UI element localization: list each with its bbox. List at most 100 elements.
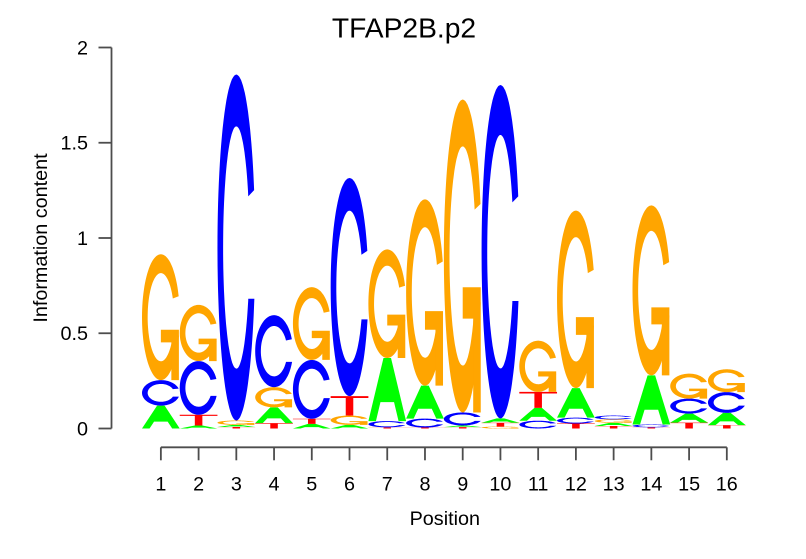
letter-glyph bbox=[443, 427, 482, 429]
x-axis: 1 2 3 4 5 6 7 8 9 10 11 12 13 14 15 16 bbox=[155, 446, 738, 496]
letter-glyph bbox=[292, 359, 330, 419]
logo-letter-G bbox=[707, 369, 745, 393]
logo-letter-G bbox=[632, 205, 670, 376]
x-axis-tick-label: 11 bbox=[528, 474, 549, 496]
letter-glyph bbox=[481, 426, 519, 429]
logo-letter-T bbox=[707, 425, 746, 429]
logo-letter-T bbox=[481, 422, 520, 427]
x-axis-tick-label: 13 bbox=[603, 474, 625, 496]
letter-glyph bbox=[198, 338, 217, 362]
letter-glyph bbox=[646, 387, 657, 405]
logo-letter-C bbox=[179, 361, 217, 415]
logo-letter-C bbox=[632, 424, 670, 428]
logo-letter-A bbox=[142, 405, 180, 429]
y-axis-tick-label: 0 bbox=[77, 418, 88, 440]
letter-glyph bbox=[179, 361, 217, 415]
logo-letter-G bbox=[179, 304, 217, 362]
logo-letter-T bbox=[557, 423, 595, 429]
x-axis-tick-label: 14 bbox=[640, 474, 662, 496]
logo-letter-T bbox=[217, 426, 256, 429]
y-axis: 0 0.5 1 1.5 2 bbox=[61, 37, 113, 440]
x-axis-tick-label: 12 bbox=[565, 474, 587, 496]
letter-glyph bbox=[707, 369, 745, 393]
logo-letter-T bbox=[632, 427, 671, 429]
letter-glyph bbox=[330, 396, 369, 416]
letter-glyph bbox=[519, 340, 557, 392]
logo-stack-position-12 bbox=[557, 210, 595, 429]
logo-letter-T bbox=[179, 414, 218, 426]
letter-glyph bbox=[160, 329, 179, 381]
logo-letter-G bbox=[481, 426, 519, 429]
chart-title: TFAP2B.p2 bbox=[332, 11, 476, 43]
logo-letter-G bbox=[217, 420, 255, 425]
logo-letter-G bbox=[406, 199, 444, 386]
letter-glyph bbox=[406, 199, 444, 386]
logo-letter-A bbox=[330, 424, 369, 429]
letter-glyph bbox=[726, 382, 745, 393]
logo-letter-G bbox=[368, 249, 406, 359]
x-axis-tick-label: 16 bbox=[716, 474, 738, 496]
logo-letter-T bbox=[594, 426, 633, 429]
letter-glyph bbox=[142, 254, 179, 381]
letter-glyph bbox=[306, 425, 318, 427]
letter-glyph bbox=[594, 419, 632, 423]
logo-letter-A bbox=[481, 418, 520, 423]
logo-letter-C bbox=[142, 380, 179, 406]
letter-glyph bbox=[495, 419, 506, 422]
letter-glyph bbox=[575, 317, 594, 389]
letter-glyph bbox=[519, 391, 558, 408]
letter-glyph bbox=[424, 311, 444, 386]
letter-glyph bbox=[344, 425, 355, 428]
letter-glyph bbox=[670, 422, 708, 429]
logo-letter-A bbox=[217, 424, 256, 427]
x-axis-tick-label: 5 bbox=[306, 474, 317, 496]
letter-glyph bbox=[538, 371, 557, 392]
logo-letter-C bbox=[481, 85, 519, 419]
letter-glyph bbox=[532, 411, 544, 416]
letter-glyph bbox=[349, 421, 368, 425]
x-axis-tick-label: 7 bbox=[382, 474, 393, 496]
x-axis-title: Position bbox=[410, 508, 480, 530]
letter-glyph bbox=[179, 414, 218, 426]
letter-glyph bbox=[608, 423, 619, 425]
x-axis-tick-label: 6 bbox=[344, 474, 355, 496]
logo-letter-A bbox=[179, 425, 218, 429]
x-axis-tick-label: 9 bbox=[457, 474, 468, 496]
logo-letter-T bbox=[406, 427, 444, 429]
logo-letter-A bbox=[707, 412, 746, 426]
letter-glyph bbox=[231, 425, 242, 427]
letter-glyph bbox=[255, 423, 293, 429]
letter-glyph bbox=[613, 421, 632, 423]
letter-glyph bbox=[707, 425, 746, 429]
letter-glyph bbox=[594, 426, 633, 429]
logo-letter-A bbox=[519, 407, 558, 421]
letter-glyph bbox=[330, 177, 368, 397]
y-axis-tick-label: 1.5 bbox=[61, 133, 89, 155]
logo-letter-C bbox=[594, 415, 632, 420]
x-axis-tick-label: 8 bbox=[419, 474, 430, 496]
letter-glyph bbox=[481, 422, 520, 427]
logo-stack-position-9 bbox=[443, 99, 482, 429]
letter-glyph bbox=[457, 425, 468, 427]
logo-letter-G bbox=[142, 254, 179, 381]
letter-glyph bbox=[387, 314, 406, 359]
letter-glyph bbox=[274, 399, 293, 408]
letter-glyph bbox=[419, 393, 431, 406]
logo-letter-A bbox=[557, 388, 595, 418]
letter-glyph bbox=[689, 388, 708, 399]
letter-glyph bbox=[651, 307, 670, 376]
letter-glyph bbox=[330, 415, 368, 425]
letter-glyph bbox=[462, 287, 481, 413]
letter-glyph bbox=[632, 205, 670, 376]
letter-glyph bbox=[557, 423, 595, 429]
letter-glyph bbox=[632, 424, 670, 428]
logo-letter-T bbox=[670, 422, 708, 429]
logo-stack-position-6 bbox=[330, 177, 369, 429]
letter-glyph bbox=[594, 415, 632, 420]
letter-glyph bbox=[500, 427, 519, 429]
logo-letter-G bbox=[330, 415, 368, 425]
letter-glyph bbox=[670, 373, 708, 399]
logo-letter-T bbox=[255, 423, 293, 429]
letter-glyph bbox=[255, 315, 293, 388]
